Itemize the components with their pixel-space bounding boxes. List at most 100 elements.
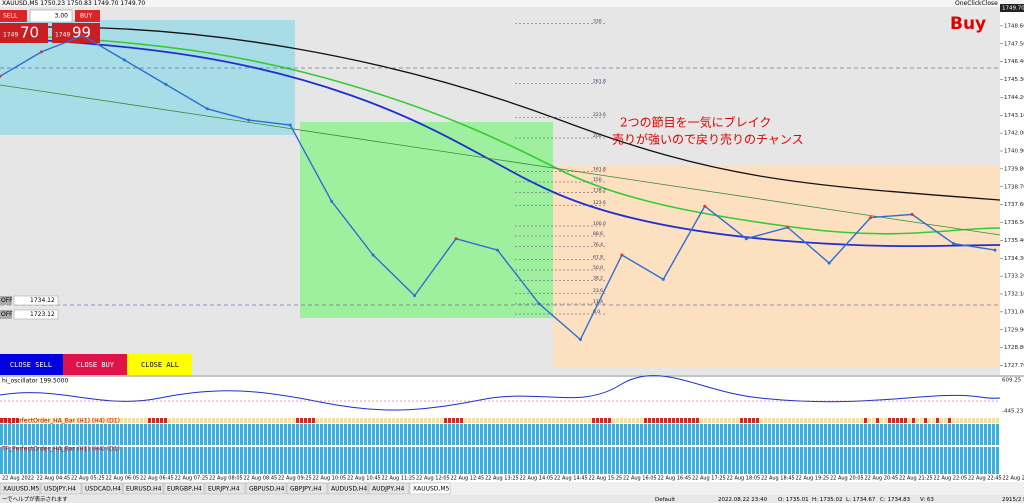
tab-label[interactable]: AUDUSD,H4: [331, 486, 367, 493]
ha-bar: [232, 424, 235, 445]
tab[interactable]: [122, 482, 164, 495]
tab[interactable]: [204, 482, 246, 495]
off-label[interactable]: OFF: [1, 311, 13, 318]
ha-bar: [768, 418, 771, 423]
ha-bar: [764, 424, 767, 445]
one-click[interactable]: OneClickClose: [955, 0, 998, 7]
ha-bar: [128, 424, 131, 445]
ha-bar: [368, 447, 371, 474]
ha-bar: [24, 447, 27, 474]
ha-bar: [688, 418, 691, 423]
tab[interactable]: [245, 482, 287, 495]
ha-bar: [4, 418, 7, 423]
ha-bar: [968, 424, 971, 445]
close-point: [744, 237, 748, 241]
off-label[interactable]: OFF: [1, 297, 13, 304]
off-button[interactable]: [0, 310, 12, 319]
off-price[interactable]: 1723.12: [30, 311, 55, 318]
off-price[interactable]: 1734.12: [30, 297, 55, 304]
off-button[interactable]: [0, 296, 12, 305]
ha-bar: [484, 424, 487, 445]
ha-bar: [20, 424, 23, 445]
ha-bar: [284, 424, 287, 445]
close-all-button[interactable]: [127, 354, 192, 375]
ha-bar: [404, 418, 407, 423]
price-tick-label: 1742.00: [1004, 131, 1024, 137]
tab[interactable]: [327, 482, 369, 495]
tab-label[interactable]: GBPJPY,H4: [290, 486, 322, 493]
ha-bar: [320, 447, 323, 474]
lots-input[interactable]: [29, 9, 73, 23]
tab-label[interactable]: USDCAD,H4: [85, 486, 121, 493]
ha-bar: [744, 447, 747, 474]
ha-bar: [380, 447, 383, 474]
ha-bar: [264, 424, 267, 445]
button-label[interactable]: CLOSE BUY: [76, 361, 115, 369]
ha-bar: [920, 418, 923, 423]
ha-bar: [796, 447, 799, 474]
tab[interactable]: [40, 482, 82, 495]
tab-label[interactable]: EURGBP,H4: [167, 486, 202, 493]
tab-label[interactable]: AUDJPY,H4: [372, 486, 404, 493]
ha-bar: [628, 424, 631, 445]
ha-bar: [172, 424, 175, 445]
tab[interactable]: [81, 482, 123, 495]
lots[interactable]: 3.00: [55, 13, 69, 20]
window-title: XAUUSD,M5 1750.23 1750.83 1749.70 1749.7…: [2, 0, 145, 7]
close-sell-button[interactable]: [0, 354, 63, 375]
button-label[interactable]: CLOSE SELL: [10, 361, 52, 369]
buy-button[interactable]: [75, 10, 100, 22]
tab[interactable]: [286, 482, 328, 495]
ha-bar: [564, 447, 567, 474]
ha-bar: [576, 424, 579, 445]
close-buy-button[interactable]: [63, 354, 127, 375]
bid-box[interactable]: [0, 23, 48, 43]
close-point: [0, 74, 2, 78]
tab-label[interactable]: USDJPY,H4: [44, 486, 76, 493]
ha-bar: [120, 418, 123, 423]
sell-button[interactable]: [0, 10, 27, 22]
tab-label[interactable]: XAUUSD,M5: [3, 486, 40, 493]
ha-bar: [412, 418, 415, 423]
ha-bar: [120, 424, 123, 445]
tab-label[interactable]: EURUSD,H4: [126, 486, 162, 493]
tab-label[interactable]: GBPUSD,H4: [249, 486, 285, 493]
ha-bar: [764, 418, 767, 423]
button-label[interactable]: CLOSE ALL: [141, 361, 179, 369]
ha-bar: [20, 447, 23, 474]
tab[interactable]: [163, 482, 205, 495]
price-input[interactable]: [13, 295, 59, 306]
ha-bar: [268, 418, 271, 423]
tab[interactable]: [409, 482, 451, 495]
ha-bar: [36, 424, 39, 445]
ha-bar: [308, 424, 311, 445]
ha-bar: [536, 418, 539, 423]
osc-min: -445.23: [1002, 409, 1024, 415]
tab[interactable]: [368, 482, 410, 495]
ha-bar: [112, 418, 115, 423]
tab[interactable]: [0, 482, 41, 495]
ha-bar: [108, 447, 111, 474]
tab-label[interactable]: XAUUSD,M5: [413, 486, 450, 493]
ha-bar: [512, 418, 515, 423]
ha-bar: [732, 418, 735, 423]
sell-label[interactable]: SELL: [3, 13, 18, 20]
ha-bar: [324, 418, 327, 423]
ha-bar: [348, 424, 351, 445]
price-input[interactable]: [13, 309, 59, 320]
ha-bar: [144, 447, 147, 474]
ha-bar: [520, 447, 523, 474]
tab-label[interactable]: EURJPY,H4: [208, 486, 240, 493]
ha-bar: [144, 424, 147, 445]
price-tick-label: 1743.10: [1004, 113, 1024, 119]
ha-bar: [796, 418, 799, 423]
buy-label[interactable]: BUY: [80, 13, 93, 20]
ha-bar: [24, 424, 27, 445]
ha-bar: [652, 447, 655, 474]
ha-bar: [532, 447, 535, 474]
ha-bar: [584, 418, 587, 423]
ha-bar: [596, 418, 599, 423]
ha-bar: [572, 424, 575, 445]
time-label: 22 Aug 10:45: [347, 476, 381, 482]
ha-bar: [28, 424, 31, 445]
